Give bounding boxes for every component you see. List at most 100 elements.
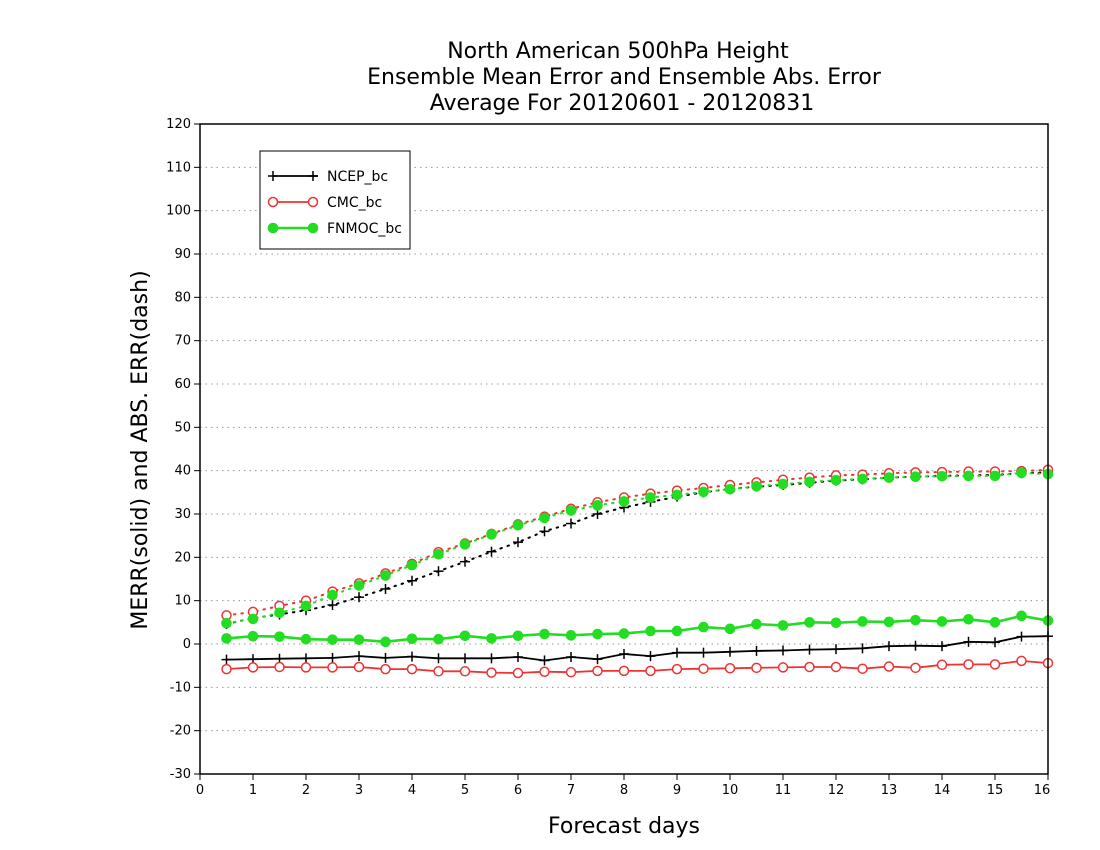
legend-label-NCEP_bc: NCEP_bc [327, 169, 388, 185]
data-point-FNMOC_bc [512, 519, 524, 531]
data-point-CMC_bc [857, 663, 868, 674]
legend-label-FNMOC_bc: FNMOC_bc [327, 221, 402, 237]
chart-title: North American 500hPa Height Ensemble Me… [367, 39, 882, 116]
chart-title-line-3: Average For 20120601 - 20120831 [430, 91, 815, 116]
data-point-NCEP_bc [460, 653, 470, 664]
legend: NCEP_bc CMC_bc FNMOC_bc [259, 150, 411, 250]
y-axis-label: MERR(solid) and ABS. ERR(dash) [128, 270, 153, 629]
data-point-NCEP_bc [804, 644, 815, 655]
x-tick-label: 10 [722, 783, 739, 798]
x-tick-label: 14 [934, 783, 951, 798]
data-point-FNMOC_bc [327, 634, 338, 645]
data-point-NCEP_bc [268, 171, 278, 181]
data-point-FNMOC_bc [300, 600, 312, 612]
data-point-FNMOC_bc [989, 617, 1001, 628]
x-tick-label: 6 [514, 783, 522, 798]
data-point-NCEP_bc [301, 653, 311, 664]
data-point-NCEP_bc [937, 641, 947, 652]
data-point-CMC_bc [936, 659, 948, 671]
data-point-NCEP_bc [645, 651, 656, 662]
data-point-FNMOC_bc [459, 539, 471, 550]
data-point-FNMOC_bc [433, 633, 444, 645]
data-point-NCEP_bc [486, 653, 497, 664]
data-point-CMC_bc [777, 662, 789, 673]
y-tick-label: 40 [174, 464, 191, 479]
data-point-FNMOC_bc [804, 617, 815, 628]
data-point-CMC_bc [380, 663, 391, 675]
data-point-CMC_bc [221, 663, 232, 675]
data-point-NCEP_bc [433, 653, 444, 664]
data-point-FNMOC_bc [539, 628, 550, 640]
y-tick-label: 80 [174, 290, 191, 305]
data-point-NCEP_bc [354, 651, 364, 662]
y-tick-label: 10 [174, 594, 191, 609]
data-point-CMC_bc [406, 663, 418, 675]
data-point-FNMOC_bc [247, 613, 259, 625]
x-tick-label: 0 [196, 783, 204, 798]
data-point-FNMOC_bc [592, 500, 603, 511]
data-point-FNMOC_bc [1016, 467, 1027, 479]
data-point-FNMOC_bc [406, 559, 418, 571]
x-tick-label: 7 [567, 783, 575, 798]
data-point-CMC_bc [698, 663, 709, 674]
data-point-NCEP_bc [884, 641, 894, 652]
data-point-FNMOC_bc [565, 630, 577, 641]
data-point-NCEP_bc [380, 583, 391, 594]
data-point-FNMOC_bc [512, 630, 524, 642]
data-point-NCEP_bc [831, 644, 841, 655]
data-point-CMC_bc [539, 666, 550, 677]
data-point-NCEP_bc [407, 651, 417, 662]
data-point-FNMOC_bc [989, 470, 1001, 482]
series-line-CMC_bc-merr [226, 659, 1049, 674]
x-tick-label: 13 [881, 783, 898, 798]
data-point-NCEP_bc [566, 652, 576, 662]
data-point-FNMOC_bc [830, 617, 842, 629]
data-point-FNMOC_bc [698, 486, 709, 498]
data-point-FNMOC_bc [804, 476, 815, 488]
x-tick-label: 16 [1034, 783, 1051, 798]
y-tick-label: -20 [170, 724, 191, 739]
x-tick-label: 4 [408, 783, 416, 798]
x-tick-label: 9 [673, 783, 681, 798]
data-point-NCEP_bc [566, 518, 576, 529]
data-point-NCEP_bc [433, 566, 444, 577]
data-point-FNMOC_bc [565, 505, 577, 516]
data-point-CMC_bc [274, 661, 285, 673]
data-point-FNMOC_bc [724, 623, 736, 635]
data-point-FNMOC_bc [857, 473, 868, 485]
y-tick-label: 110 [166, 160, 191, 175]
data-point-NCEP_bc [698, 647, 709, 658]
data-point-CMC_bc [300, 662, 312, 673]
y-tick-label: 0 [183, 637, 191, 652]
data-point-CMC_bc [247, 662, 259, 673]
x-tick-label: 15 [987, 783, 1004, 798]
data-point-CMC_bc [910, 662, 921, 674]
data-point-FNMOC_bc [830, 474, 842, 486]
data-point-NCEP_bc [308, 171, 318, 181]
data-point-FNMOC_bc [910, 614, 921, 626]
data-point-NCEP_bc [1016, 631, 1027, 642]
data-point-FNMOC_bc [777, 478, 789, 490]
data-point-CMC_bc [1016, 655, 1027, 667]
data-point-FNMOC_bc [751, 480, 762, 492]
data-point-FNMOC_bc [353, 634, 365, 645]
data-point-FNMOC_bc [221, 633, 232, 644]
data-point-FNMOC_bc [936, 616, 948, 627]
legend-box [259, 150, 411, 250]
data-point-NCEP_bc [778, 645, 788, 656]
data-point-NCEP_bc [751, 645, 762, 656]
y-tick-label: 100 [166, 204, 191, 219]
data-point-CMC_bc [804, 661, 815, 673]
data-point-FNMOC_bc [353, 580, 365, 591]
data-point-FNMOC_bc [459, 630, 471, 642]
data-point-FNMOC_bc [486, 633, 497, 644]
data-point-FNMOC_bc [936, 471, 948, 482]
data-point-CMC_bc [671, 663, 683, 675]
data-point-FNMOC_bc [857, 616, 868, 627]
data-point-FNMOC_bc [883, 616, 895, 628]
series-line-FNMOC_bc-merr [226, 614, 1049, 644]
x-tick-label: 3 [355, 783, 363, 798]
data-point-FNMOC_bc [645, 625, 656, 637]
series-line-CMC_bc-abs-err [225, 468, 1049, 617]
